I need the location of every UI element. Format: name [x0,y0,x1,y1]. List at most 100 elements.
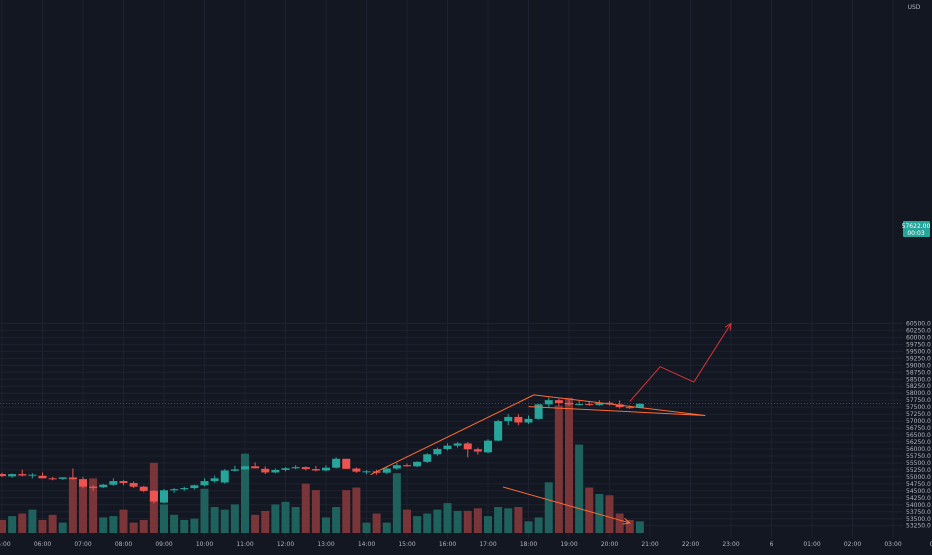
candle-body [180,488,189,490]
candle-body [585,404,594,406]
volume-bar [413,516,422,533]
price-tick-label: 60250.0 [906,327,931,334]
time-axis[interactable]: 05:00 06:00 07:00 08:00 09:00 10:00 11:00 12:00… [0,541,932,548]
volume-bar [403,509,411,533]
volume-bar [595,494,604,533]
price-axis[interactable]: 53250.053500.053750.054000.054250.054500… [906,320,931,529]
price-tick-label: 59500.0 [906,348,931,355]
candle-body [392,465,401,469]
price-tick-label: 59750.0 [906,341,931,348]
volume-bar [382,522,391,533]
candle-body [241,466,249,470]
price-tick-label: 57250.0 [906,411,931,418]
candle-body [473,449,482,452]
price-tick-label: 55750.0 [906,453,931,460]
candle-body [544,400,553,405]
volume-bar [261,510,270,533]
price-tick-label: 53750.0 [906,509,931,516]
price-tick-label: 54000.0 [906,502,931,509]
time-tick-label: 14:00 [358,541,375,548]
candle-body [433,449,442,455]
volume-bar [281,501,290,533]
candle-body [119,481,128,484]
price-tick-label: 55500.0 [906,460,931,467]
last-price-value: 57622.00 [902,223,931,230]
candle-body [332,458,341,468]
candle-body [423,454,432,462]
candle-body [453,443,462,446]
time-tick-label: 22:00 [682,541,699,548]
volume-bar [615,513,624,533]
volume-bar [301,483,310,533]
candle-body [251,466,260,469]
pennant-lines [528,394,706,417]
volume-bar [68,478,77,533]
candle-body [635,403,644,408]
candle-body [322,467,330,471]
volume-bar [58,522,67,533]
candle-body [8,474,17,477]
time-tick-label: 15:00 [398,541,415,548]
candle-body [28,474,37,476]
candle-body [0,474,6,477]
time-tick-label: 02:00 [844,541,861,548]
price-tick-label: 56000.0 [906,446,931,453]
volume-bar [443,503,452,533]
candle-body [554,400,563,403]
volume-trend-arrowhead [622,517,631,525]
volume-bar [362,522,371,533]
volume-bar [524,521,533,533]
candle-body [504,416,513,422]
volume-bar [89,478,98,533]
time-tick-label: 12:00 [277,541,294,548]
price-tick-label: 56500.0 [906,432,931,439]
projection-arrowhead [724,322,732,331]
volume-bar [554,405,563,533]
price-tick-label: 58250.0 [906,383,931,390]
candle-body [565,402,573,405]
price-tick-label: 56750.0 [906,425,931,432]
flagpole-line [370,394,535,476]
time-tick-label: 03:00 [884,541,901,548]
price-tick-label: 57000.0 [906,418,931,425]
candle-body [68,477,77,480]
volume-bar [18,513,27,533]
volume-bar [291,507,300,533]
time-tick-label: 23:00 [722,541,739,548]
grid [0,0,903,538]
time-tick-label: 20:00 [601,541,618,548]
volume-bar [544,482,553,533]
price-tick-label: 54750.0 [906,481,931,488]
time-tick-label: 18:00 [520,541,537,548]
candle-body [261,468,270,473]
time-tick-label: 13:00 [317,541,334,548]
candle-body [413,461,422,467]
volume-bar [129,522,138,533]
candle-body [230,469,239,471]
volume-bar [585,487,594,533]
time-tick-label: 06:00 [34,541,51,548]
candle-body [463,443,472,450]
volume-bar [8,516,17,533]
price-tick-label: 55000.0 [906,474,931,481]
volume-bar [170,514,179,533]
candle-body [534,404,543,419]
candle-body [301,467,310,470]
volume-bar [635,521,644,533]
price-tick-label: 53250.0 [906,523,931,530]
time-tick-label: 09:00 [155,541,172,548]
candle-body [291,467,300,469]
candle-body [514,416,523,423]
time-tick-label: 11:00 [236,541,253,548]
candle-body [362,471,371,473]
volume-bar [565,397,573,533]
candle-body [38,475,47,479]
volume-bar [0,520,6,533]
volume-bar [504,508,513,533]
candle-body [494,421,503,441]
candle-body [271,469,280,473]
volume-bar [473,508,482,533]
drawings [0,322,903,525]
